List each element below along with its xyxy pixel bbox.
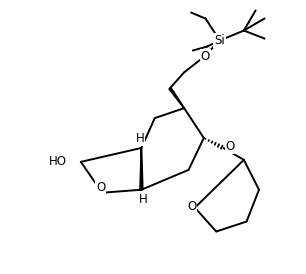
Text: Si: Si [215, 34, 225, 47]
Text: HO: HO [49, 155, 67, 169]
Polygon shape [140, 148, 143, 190]
Text: O: O [187, 200, 196, 213]
Text: O: O [201, 50, 210, 63]
Text: H: H [139, 193, 148, 206]
Text: O: O [226, 140, 235, 153]
Polygon shape [169, 87, 185, 108]
Text: H: H [136, 132, 144, 145]
Text: O: O [96, 181, 106, 194]
